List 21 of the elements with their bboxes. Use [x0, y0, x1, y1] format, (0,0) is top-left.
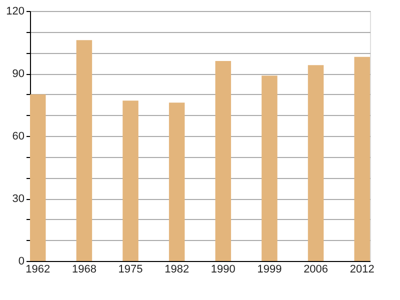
- x-tick-label: 2006: [304, 264, 328, 276]
- y-tick-label: 120: [6, 6, 24, 18]
- y-tick-label: 90: [12, 68, 24, 80]
- bar: [168, 102, 185, 261]
- x-tick-label: 1975: [118, 264, 143, 276]
- x-tick-label: 1968: [72, 264, 96, 276]
- x-tick-label: 1962: [26, 264, 50, 276]
- bar: [262, 76, 278, 261]
- y-tick-label: 60: [12, 130, 24, 142]
- bar: [354, 56, 370, 261]
- x-tick-label: 1999: [257, 264, 282, 276]
- bar: [122, 100, 138, 261]
- y-tick-label: 30: [12, 193, 24, 205]
- bar: [76, 40, 92, 261]
- bar: [30, 94, 46, 261]
- x-tick-label: 2012: [350, 264, 374, 276]
- y-tick-label: 0: [18, 256, 24, 268]
- bar: [215, 61, 232, 261]
- x-tick-label: 1990: [210, 264, 236, 276]
- bar: [308, 65, 324, 261]
- x-tick-label: 1982: [164, 264, 190, 276]
